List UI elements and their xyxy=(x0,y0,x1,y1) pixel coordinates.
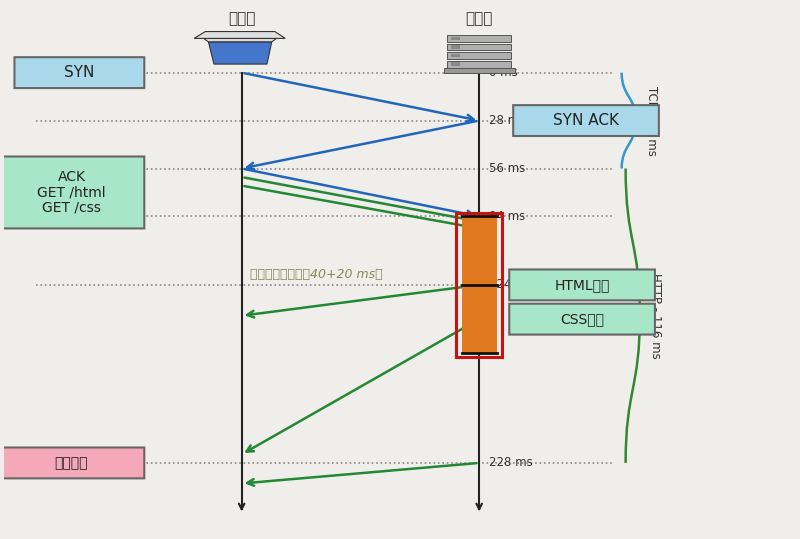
Text: 124 ms: 124 ms xyxy=(489,279,533,292)
Polygon shape xyxy=(194,32,286,38)
Text: 56 ms: 56 ms xyxy=(489,162,525,175)
Bar xyxy=(443,67,514,73)
Bar xyxy=(447,44,511,50)
Bar xyxy=(462,217,497,354)
Bar xyxy=(447,52,511,59)
Text: 28 ms: 28 ms xyxy=(489,114,525,127)
Text: 0 ms: 0 ms xyxy=(489,66,518,79)
Bar xyxy=(450,63,460,66)
Text: HTTP - 116 ms: HTTP - 116 ms xyxy=(650,273,662,358)
Text: ACK: ACK xyxy=(58,170,86,184)
Bar xyxy=(450,45,460,49)
Text: GET /html: GET /html xyxy=(37,185,106,199)
Text: HTML响应: HTML响应 xyxy=(554,278,610,292)
FancyBboxPatch shape xyxy=(0,156,144,229)
Bar xyxy=(456,213,502,357)
Text: GET /css: GET /css xyxy=(42,201,101,215)
FancyBboxPatch shape xyxy=(510,270,655,300)
Bar xyxy=(447,61,511,67)
Text: 228 ms: 228 ms xyxy=(489,457,533,469)
Bar xyxy=(450,54,460,57)
Text: 关闭连接: 关闭连接 xyxy=(54,456,88,470)
Text: SYN: SYN xyxy=(64,65,94,80)
Text: TCP - 56 ms: TCP - 56 ms xyxy=(646,86,658,156)
FancyBboxPatch shape xyxy=(510,303,655,335)
FancyBboxPatch shape xyxy=(514,105,659,136)
Text: 84 ms: 84 ms xyxy=(489,210,525,223)
Text: 服务器处理时间：40+20 ms；: 服务器处理时间：40+20 ms； xyxy=(250,268,382,281)
Text: 客户端: 客户端 xyxy=(228,11,255,26)
Bar xyxy=(450,37,460,40)
Text: 服务器: 服务器 xyxy=(466,11,493,26)
Polygon shape xyxy=(209,42,272,64)
Polygon shape xyxy=(204,38,277,42)
Text: SYN ACK: SYN ACK xyxy=(553,113,619,128)
FancyBboxPatch shape xyxy=(14,57,144,88)
FancyBboxPatch shape xyxy=(0,447,144,479)
Bar xyxy=(447,35,511,42)
Text: CSS响应: CSS响应 xyxy=(560,312,604,326)
